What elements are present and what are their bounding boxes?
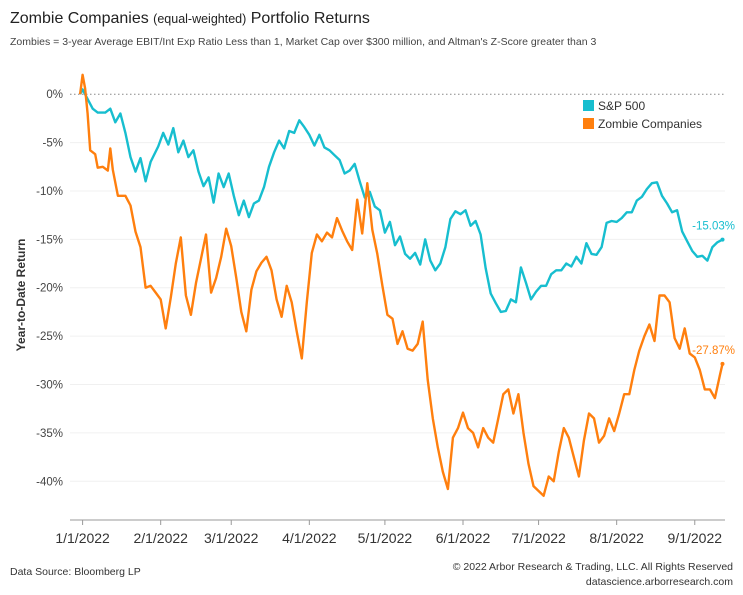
- copyright: © 2022 Arbor Research & Trading, LLC. Al…: [452, 561, 733, 573]
- series-end-point: [720, 237, 725, 242]
- y-tick-label: 0%: [46, 89, 63, 101]
- x-tick-label: 3/1/2022: [204, 530, 259, 546]
- x-tick-label: 2/1/2022: [133, 530, 188, 546]
- legend-swatch: [583, 100, 594, 111]
- legend-label: Zombie Companies: [598, 117, 702, 131]
- legend-label: S&P 500: [598, 99, 645, 113]
- y-tick-label: -25%: [36, 331, 63, 343]
- footer-credits: © 2022 Arbor Research & Trading, LLC. Al…: [453, 560, 733, 590]
- title-part-qualifier: (equal-weighted): [153, 12, 247, 26]
- series-lines: [78, 73, 725, 497]
- title-part-main: Zombie Companies: [10, 10, 154, 27]
- x-tick-label: 6/1/2022: [436, 530, 491, 546]
- chart-title: Zombie Companies (equal-weighted) Portfo…: [10, 10, 370, 28]
- x-tick-label: 4/1/2022: [282, 530, 337, 546]
- end-labels: -15.03% -27.87%: [692, 221, 735, 357]
- y-tick-label: -5%: [43, 138, 63, 150]
- series-end-label: -15.03%: [692, 221, 735, 233]
- series-line-sp500: [79, 88, 724, 314]
- series-line-zombie: [78, 73, 724, 497]
- y-tick-label: -20%: [36, 283, 63, 295]
- y-axis-label: Year-to-Date Return: [14, 239, 28, 352]
- gridlines: [70, 142, 725, 482]
- legend-swatch: [583, 118, 594, 129]
- series-end-point: [720, 361, 725, 366]
- x-tick-label: 8/1/2022: [589, 530, 644, 546]
- y-axis-ticks: 0% -5% -10% -15% -20% -25% -30% -35% -40%: [36, 89, 63, 488]
- x-tick-label: 7/1/2022: [511, 530, 566, 546]
- data-source: Data Source: Bloomberg LP: [10, 566, 141, 578]
- legend: S&P 500 Zombie Companies: [583, 99, 702, 131]
- y-tick-label: -40%: [36, 476, 63, 488]
- website: datascience.arborresearch.com: [585, 576, 733, 588]
- series-end-label: -27.87%: [692, 345, 735, 357]
- x-axis-ticks: 1/1/2022 2/1/2022 3/1/2022 4/1/2022 5/1/2022…: [55, 520, 722, 546]
- title-part-end: Portfolio Returns: [246, 10, 370, 27]
- y-tick-label: -15%: [36, 234, 63, 246]
- x-tick-label: 9/1/2022: [668, 530, 723, 546]
- x-tick-label: 5/1/2022: [358, 530, 413, 546]
- x-tick-label: 1/1/2022: [55, 530, 110, 546]
- y-tick-label: -35%: [36, 428, 63, 440]
- chart-subtitle: Zombies = 3-year Average EBIT/Int Exp Ra…: [10, 36, 597, 48]
- y-tick-label: -10%: [36, 186, 63, 198]
- y-tick-label: -30%: [36, 380, 63, 392]
